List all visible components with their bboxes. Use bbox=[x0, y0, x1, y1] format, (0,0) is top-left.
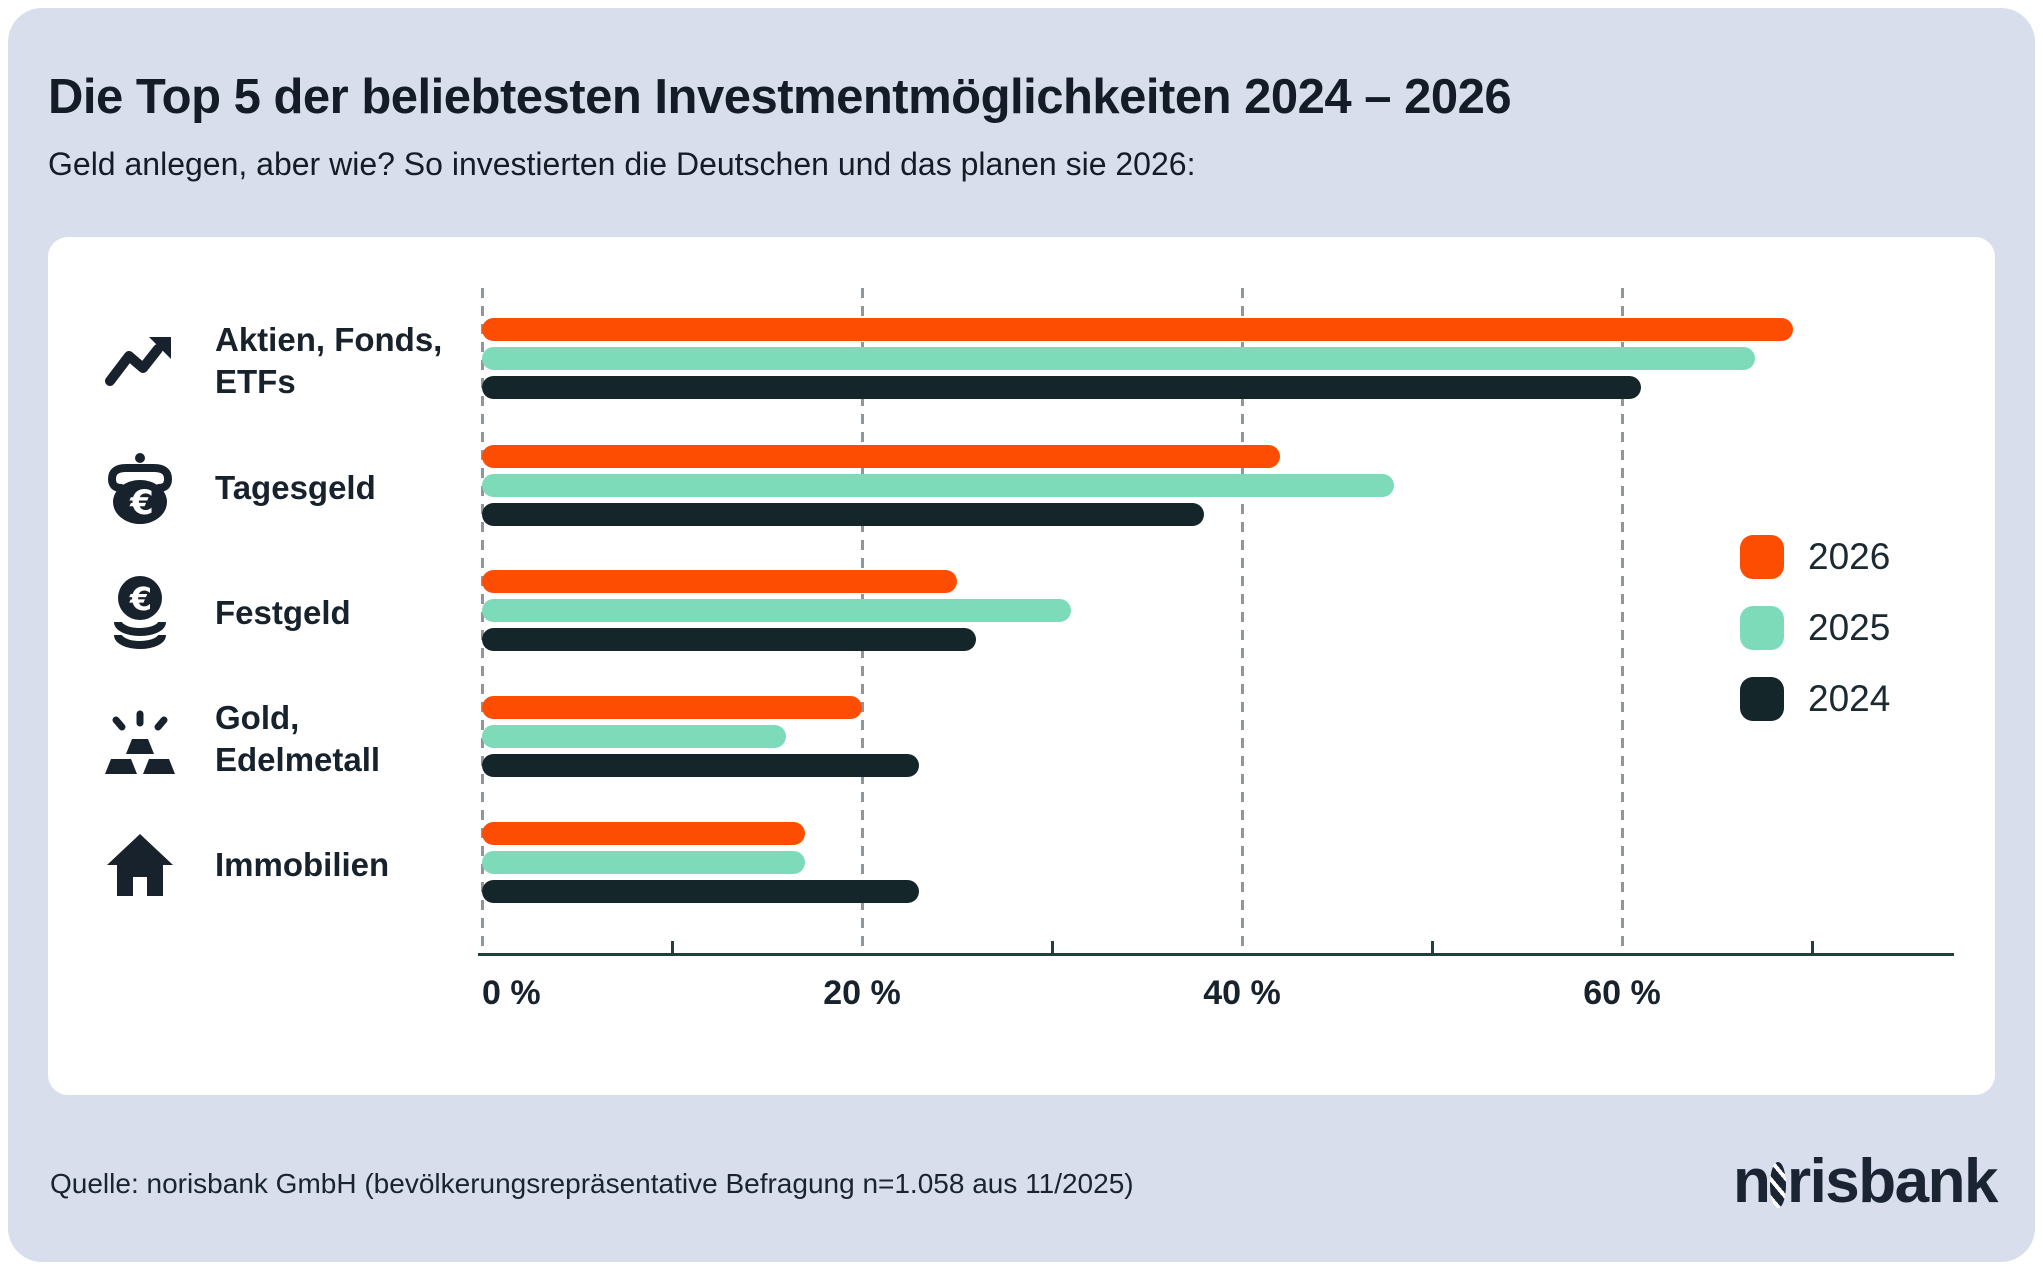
bar-2025-0 bbox=[482, 347, 1755, 370]
legend-label: 2025 bbox=[1808, 607, 1891, 648]
logo-globe-icon bbox=[1770, 1161, 1786, 1208]
bar-2025-4 bbox=[482, 851, 805, 874]
bar-2024-0 bbox=[482, 376, 1641, 399]
svg-text:€: € bbox=[129, 580, 152, 618]
bar-2024-2 bbox=[482, 628, 976, 651]
bar-2025-1 bbox=[482, 474, 1394, 497]
category-label: Aktien, Fonds, ETFs bbox=[215, 315, 485, 407]
category-label-line: Immobilien bbox=[215, 846, 390, 883]
gridline-0 bbox=[481, 288, 484, 955]
legend-swatch-2025 bbox=[1740, 606, 1784, 650]
legend-item-2024: 2024 bbox=[1740, 677, 1890, 721]
source-note: Quelle: norisbank GmbH (bevölkerungsrepr… bbox=[50, 1168, 1134, 1199]
x-tick-label: 40 % bbox=[1203, 974, 1281, 1012]
norisbank-logo: n risbank bbox=[1733, 1146, 1999, 1217]
minor-tick-30 bbox=[1051, 941, 1054, 955]
x-tick-label: 60 % bbox=[1583, 974, 1661, 1012]
gridline-40 bbox=[1241, 288, 1244, 955]
gridline-60 bbox=[1621, 288, 1624, 955]
bar-2026-2 bbox=[482, 570, 957, 593]
house-icon bbox=[98, 819, 182, 911]
bar-2025-3 bbox=[482, 725, 786, 748]
legend-label: 2024 bbox=[1808, 678, 1891, 719]
bar-2026-3 bbox=[482, 696, 862, 719]
coin-stack-icon: € bbox=[98, 567, 182, 659]
category-label: Festgeld bbox=[215, 567, 485, 659]
category-label-line: Gold, bbox=[215, 699, 300, 736]
legend-swatch-2024 bbox=[1740, 677, 1784, 721]
minor-tick-50 bbox=[1431, 941, 1434, 955]
purse-euro-icon: € bbox=[98, 442, 182, 534]
category-label-line: Edelmetall bbox=[215, 741, 381, 778]
minor-tick-70 bbox=[1811, 941, 1814, 955]
category-label: Gold, Edelmetall bbox=[215, 693, 485, 785]
bar-2024-4 bbox=[482, 880, 919, 903]
logo-text-suffix: risbank bbox=[1786, 1147, 1999, 1216]
x-axis-line bbox=[478, 953, 1954, 956]
bar-2026-0 bbox=[482, 318, 1793, 341]
category-label-line: Aktien, Fonds, bbox=[215, 321, 443, 358]
minor-tick-10 bbox=[671, 941, 674, 955]
legend-item-2025: 2025 bbox=[1740, 606, 1890, 650]
legend-swatch-2026 bbox=[1740, 535, 1784, 579]
bar-2024-3 bbox=[482, 754, 919, 777]
category-label: Tagesgeld bbox=[215, 442, 485, 534]
logo-text-prefix: n bbox=[1733, 1147, 1771, 1216]
bar-2026-1 bbox=[482, 445, 1280, 468]
category-label: Immobilien bbox=[215, 819, 485, 911]
category-label-line: ETFs bbox=[215, 363, 296, 400]
page-title: Die Top 5 der beliebtesten Investmentmög… bbox=[48, 69, 1512, 124]
bar-2025-2 bbox=[482, 599, 1071, 622]
page-subtitle: Geld anlegen, aber wie? So investierten … bbox=[48, 146, 1196, 182]
x-tick-label: 0 % bbox=[482, 974, 541, 1012]
bar-2026-4 bbox=[482, 822, 805, 845]
legend-item-2026: 2026 bbox=[1740, 535, 1890, 579]
bar-2024-1 bbox=[482, 503, 1204, 526]
svg-text:€: € bbox=[129, 483, 154, 523]
legend-label: 2026 bbox=[1808, 536, 1891, 577]
x-tick-label: 20 % bbox=[823, 974, 901, 1012]
trend-up-icon bbox=[98, 315, 182, 407]
category-label-line: Festgeld bbox=[215, 594, 351, 631]
gold-bars-icon bbox=[98, 693, 182, 785]
category-label-line: Tagesgeld bbox=[215, 469, 376, 506]
